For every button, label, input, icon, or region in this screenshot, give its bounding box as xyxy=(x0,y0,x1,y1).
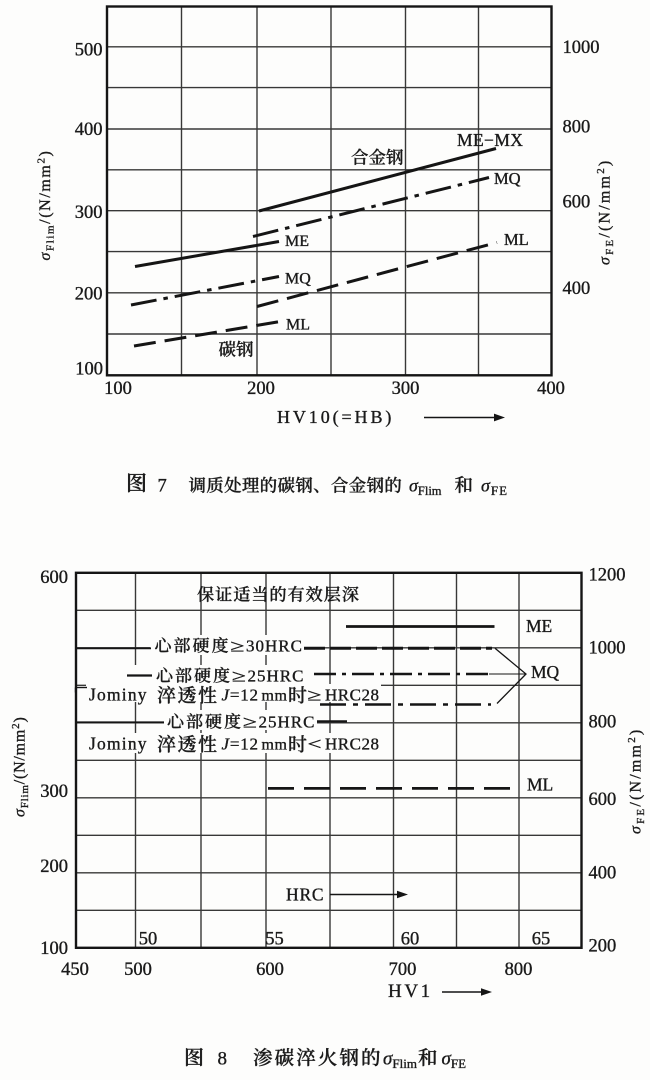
svg-text:≥: ≥ xyxy=(308,686,322,705)
svg-text:ME: ME xyxy=(526,616,552,636)
svg-text:400: 400 xyxy=(589,864,617,884)
svg-text:≥: ≥ xyxy=(243,713,257,732)
svg-text:Jominy: Jominy xyxy=(89,685,148,705)
svg-text:60: 60 xyxy=(401,930,420,950)
svg-text:HRC28: HRC28 xyxy=(325,735,379,754)
svg-text:σFE/(N/mm2): σFE/(N/mm2) xyxy=(595,159,616,265)
svg-text:800: 800 xyxy=(589,713,617,733)
svg-text:25HRC: 25HRC xyxy=(248,667,305,686)
svg-text:300: 300 xyxy=(392,379,420,399)
svg-text:800: 800 xyxy=(505,960,533,980)
svg-text:J=12: J=12 xyxy=(222,735,259,754)
svg-text:400: 400 xyxy=(563,279,591,299)
svg-text:ML: ML xyxy=(504,230,529,249)
svg-text:mm: mm xyxy=(262,688,288,705)
svg-text:σFlim/(N/mm2): σFlim/(N/mm2) xyxy=(36,150,57,261)
svg-text:≥: ≥ xyxy=(232,667,246,686)
svg-text:200: 200 xyxy=(589,937,617,957)
svg-text:55: 55 xyxy=(265,930,284,950)
svg-text:7: 7 xyxy=(158,477,167,497)
svg-text:65: 65 xyxy=(532,930,551,950)
svg-text:50: 50 xyxy=(139,930,158,950)
svg-text:25HRC: 25HRC xyxy=(259,713,316,732)
svg-text:HV10(=HB): HV10(=HB) xyxy=(277,407,394,428)
svg-text:200: 200 xyxy=(247,379,275,399)
svg-text:450: 450 xyxy=(61,960,89,980)
svg-text:1000: 1000 xyxy=(589,639,626,659)
svg-text:500: 500 xyxy=(124,960,152,980)
svg-text:ML: ML xyxy=(286,317,310,334)
svg-text:σFlim: σFlim xyxy=(409,476,442,499)
svg-text:8: 8 xyxy=(218,1049,228,1070)
svg-text:600: 600 xyxy=(256,960,284,980)
svg-text:100: 100 xyxy=(104,379,132,399)
svg-text:1200: 1200 xyxy=(589,566,626,586)
svg-text:HV1: HV1 xyxy=(388,981,433,1002)
svg-text:200: 200 xyxy=(75,285,103,305)
svg-text:σFE: σFE xyxy=(481,476,508,499)
svg-text:100: 100 xyxy=(75,360,103,380)
svg-text:100: 100 xyxy=(40,939,68,959)
svg-text:600: 600 xyxy=(40,568,68,588)
svg-text:200: 200 xyxy=(40,857,68,877)
svg-text:HRC28: HRC28 xyxy=(325,686,379,705)
svg-text:σFE/(N/mm2): σFE/(N/mm2) xyxy=(626,728,647,834)
svg-text:300: 300 xyxy=(75,203,103,223)
svg-text:<: < xyxy=(308,735,322,754)
svg-text:MQ: MQ xyxy=(285,271,311,288)
svg-text:600: 600 xyxy=(563,193,591,213)
svg-text:ME−MX: ME−MX xyxy=(457,130,523,150)
svg-text:HRC: HRC xyxy=(286,885,324,905)
svg-text:Jominy: Jominy xyxy=(89,734,148,754)
svg-text:1000: 1000 xyxy=(563,38,600,58)
svg-text:mm: mm xyxy=(262,737,288,754)
svg-text:ME: ME xyxy=(285,233,309,250)
svg-text:30HRC: 30HRC xyxy=(246,637,303,656)
svg-text:600: 600 xyxy=(589,790,617,810)
svg-text:≥: ≥ xyxy=(231,637,245,656)
svg-text:σFlim: σFlim xyxy=(383,1049,417,1072)
svg-text:300: 300 xyxy=(40,782,68,802)
svg-text:800: 800 xyxy=(563,118,591,138)
svg-text:σFE: σFE xyxy=(442,1049,467,1072)
svg-text:σFlim/(N/mm2): σFlim/(N/mm2) xyxy=(10,716,31,817)
svg-text:700: 700 xyxy=(389,960,417,980)
svg-text:400: 400 xyxy=(75,120,103,140)
svg-text:500: 500 xyxy=(75,41,103,61)
svg-text:ML: ML xyxy=(527,775,553,795)
svg-text:J=12: J=12 xyxy=(222,686,259,705)
svg-text:MQ: MQ xyxy=(531,662,560,682)
svg-text:400: 400 xyxy=(537,379,565,399)
svg-text:MQ: MQ xyxy=(494,169,521,188)
